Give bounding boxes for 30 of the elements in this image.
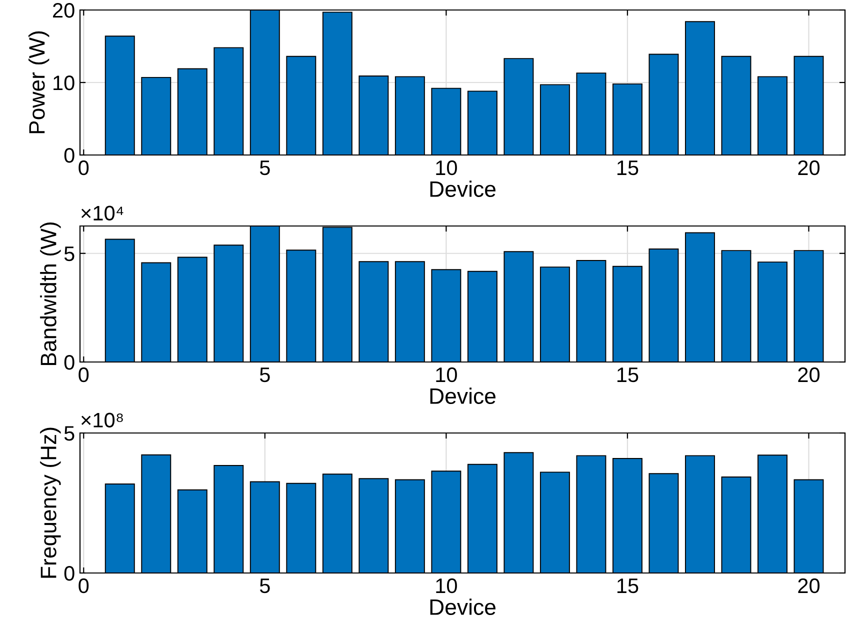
y-axis-title: Bandwidth (W) <box>40 222 61 366</box>
x-tick-label: 10 <box>436 160 457 176</box>
x-tick-label: 10 <box>436 578 457 594</box>
x-tick-label: 20 <box>798 578 820 594</box>
y-tick-label: 0 <box>64 566 74 581</box>
x-tick-label: 20 <box>798 367 820 382</box>
y-tick-label: 5 <box>64 246 74 262</box>
x-axis-title: Device <box>430 598 496 615</box>
x-tick-label: 10 <box>436 367 457 382</box>
x-tick-label: 20 <box>798 160 820 176</box>
x-tick-label: 15 <box>617 578 638 594</box>
x-tick-label: 15 <box>617 368 638 382</box>
x-tick-label: 0 <box>78 578 89 594</box>
y-axis-title: Frequency (Hz) <box>40 428 61 578</box>
x-tick-label: 0 <box>78 160 89 176</box>
y-tick-label: 20 <box>53 3 74 18</box>
x-axis-title: Device <box>430 388 496 404</box>
x-tick-label: 5 <box>260 578 270 594</box>
x-axis-title: Device <box>430 180 496 197</box>
y-tick-label: 10 <box>54 76 74 90</box>
x-tick-label: 15 <box>617 160 638 176</box>
x-tick-label: 5 <box>260 160 270 176</box>
y-tick-label: 5 <box>64 426 74 441</box>
y-tick-label: 0 <box>64 355 74 370</box>
y-tick-label: 0 <box>64 148 74 163</box>
x-tick-label: 5 <box>260 368 270 382</box>
y-axis-title: Power (W) <box>28 31 50 134</box>
text: ×10⁸ <box>81 412 123 428</box>
text: ×10⁴ <box>81 206 124 221</box>
x-tick-label: 0 <box>78 367 89 382</box>
